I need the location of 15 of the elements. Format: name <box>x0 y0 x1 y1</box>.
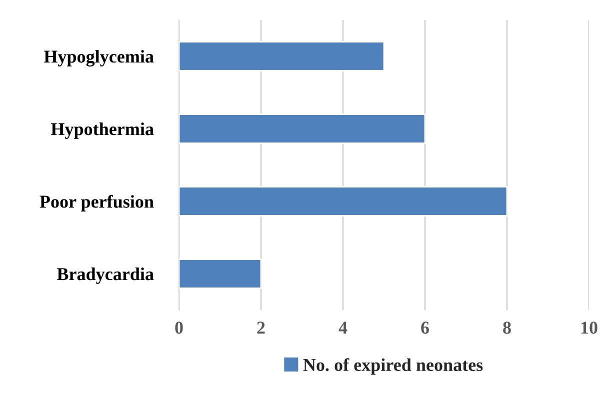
x-tick-label: 10 <box>581 322 598 334</box>
y-tick-label: Hypoglycemia <box>44 50 154 66</box>
y-tick-label: Poor perfusion <box>40 194 154 212</box>
bar <box>179 258 262 289</box>
x-tick-label: 6 <box>421 322 429 334</box>
x-tick-label: 4 <box>338 322 348 334</box>
y-tick-label: Hypothermia <box>51 122 154 139</box>
x-tick-label: 8 <box>503 322 511 334</box>
x-tick-label: 0 <box>175 322 183 334</box>
bar <box>179 114 426 144</box>
bar <box>179 186 508 216</box>
legend-label: No. of expired neonates <box>303 358 483 375</box>
y-tick-label: Bradycardia <box>57 267 154 284</box>
bar <box>179 41 385 72</box>
x-tick-label: 2 <box>257 322 265 334</box>
